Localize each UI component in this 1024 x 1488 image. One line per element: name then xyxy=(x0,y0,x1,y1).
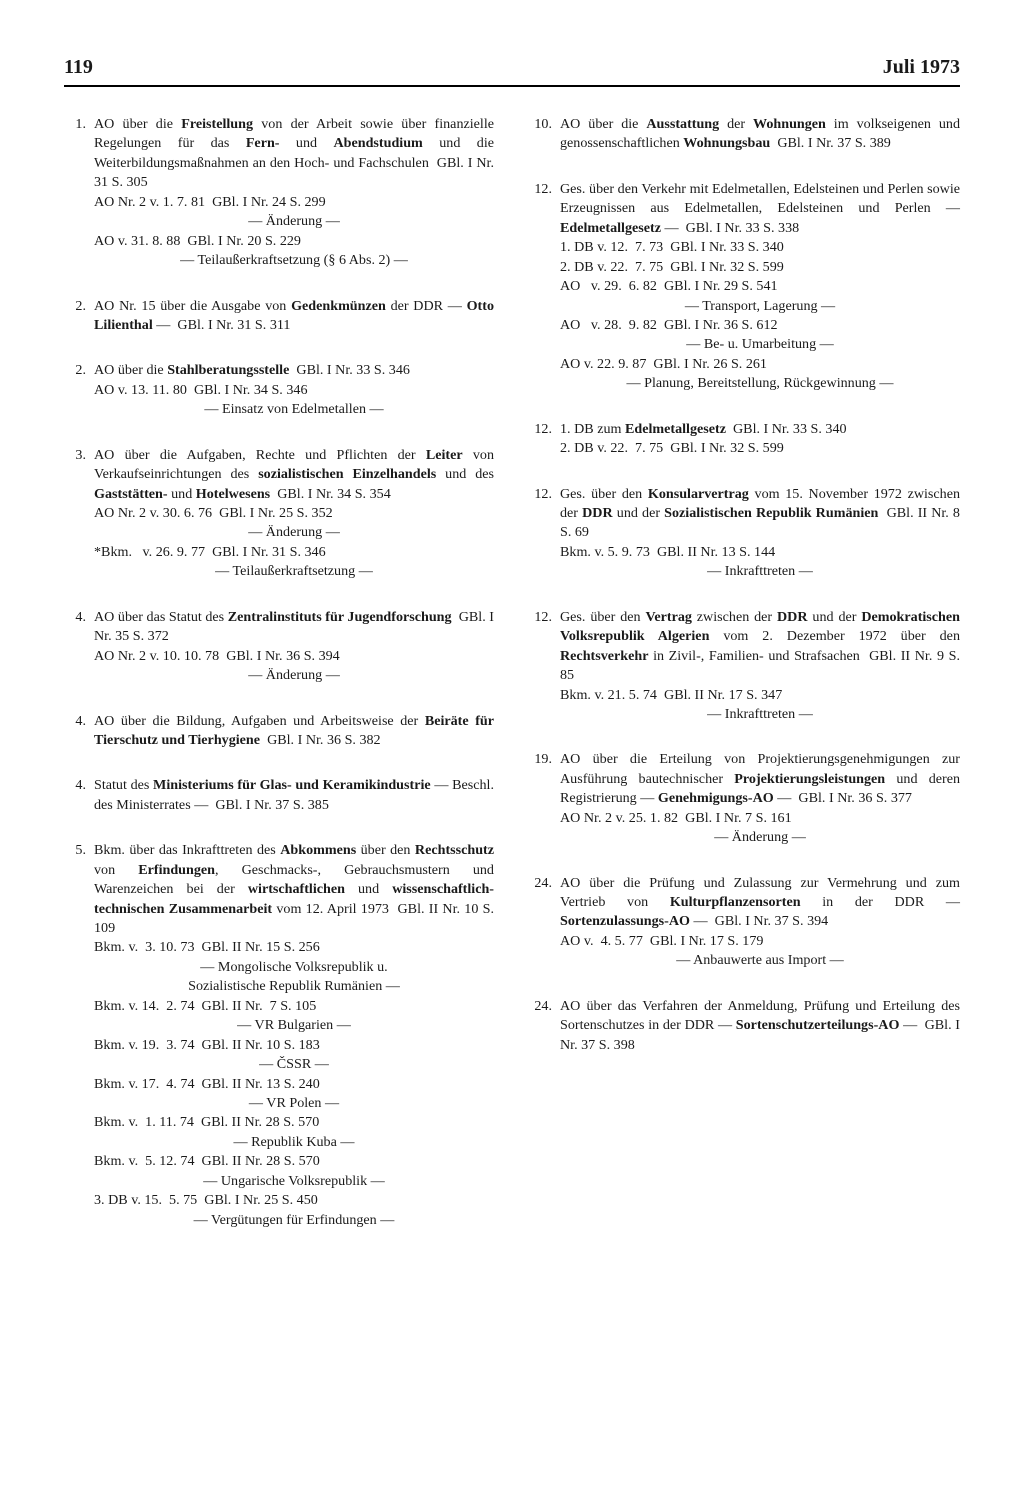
entry-body: AO über die Erteilung von Projektierungs… xyxy=(560,750,960,847)
entry-number: 24. xyxy=(530,997,560,1055)
legal-entry: 4.AO über das Statut des Zentralinstitut… xyxy=(64,608,494,686)
legal-entry: 19.AO über die Erteilung von Projektieru… xyxy=(530,750,960,847)
entry-body: AO über das Statut des Zentralinstituts … xyxy=(94,608,494,686)
entry-number: 12. xyxy=(530,180,560,394)
legal-entry: 5.Bkm. über das Inkrafttreten des Abkomm… xyxy=(64,841,494,1230)
page-number: 119 xyxy=(64,56,93,79)
entry-number: 12. xyxy=(530,608,560,725)
entry-number: 12. xyxy=(530,420,560,459)
legal-entry: 1.AO über die Freistellung von der Arbei… xyxy=(64,115,494,271)
entry-number: 4. xyxy=(64,608,94,686)
entry-body: 1. DB zum Edelmetallgesetz GBl. I Nr. 33… xyxy=(560,420,960,459)
legal-entry: 4.Statut des Ministeriums für Glas- und … xyxy=(64,776,494,815)
entry-body: Ges. über den Vertrag zwischen der DDR u… xyxy=(560,608,960,725)
legal-entry: 12.Ges. über den Konsularvertrag vom 15.… xyxy=(530,485,960,582)
legal-entry: 4.AO über die Bildung, Aufgaben und Arbe… xyxy=(64,712,494,751)
entry-body: Ges. über den Verkehr mit Edelmetallen, … xyxy=(560,180,960,394)
entry-body: AO über das Verfahren der Anmeldung, Prü… xyxy=(560,997,960,1055)
left-column: 1.AO über die Freistellung von der Arbei… xyxy=(64,115,494,1256)
page-header: 119 Juli 1973 xyxy=(64,56,960,87)
entry-number: 4. xyxy=(64,776,94,815)
legal-entry: 12.1. DB zum Edelmetallgesetz GBl. I Nr.… xyxy=(530,420,960,459)
entry-body: Bkm. über das Inkrafttreten des Abkommen… xyxy=(94,841,494,1230)
entry-number: 3. xyxy=(64,446,94,582)
legal-entry: 3.AO über die Aufgaben, Rechte und Pflic… xyxy=(64,446,494,582)
legal-entry: 24.AO über das Verfahren der Anmeldung, … xyxy=(530,997,960,1055)
legal-entry: 10.AO über die Ausstattung der Wohnungen… xyxy=(530,115,960,154)
entry-number: 2. xyxy=(64,297,94,336)
page-month: Juli 1973 xyxy=(883,56,960,79)
entry-body: AO über die Stahlberatungsstelle GBl. I … xyxy=(94,361,494,419)
entry-body: AO über die Freistellung von der Arbeit … xyxy=(94,115,494,271)
legal-entry: 24.AO über die Prüfung und Zulassung zur… xyxy=(530,874,960,971)
entry-body: AO über die Ausstattung der Wohnungen im… xyxy=(560,115,960,154)
legal-entry: 12.Ges. über den Vertrag zwischen der DD… xyxy=(530,608,960,725)
entry-body: AO über die Aufgaben, Rechte und Pflicht… xyxy=(94,446,494,582)
entry-number: 2. xyxy=(64,361,94,419)
legal-entry: 12.Ges. über den Verkehr mit Edelmetalle… xyxy=(530,180,960,394)
entry-number: 10. xyxy=(530,115,560,154)
entry-body: Ges. über den Konsularvertrag vom 15. No… xyxy=(560,485,960,582)
legal-entry: 2.AO über die Stahlberatungsstelle GBl. … xyxy=(64,361,494,419)
entry-body: AO Nr. 15 über die Ausgabe von Gedenkmün… xyxy=(94,297,494,336)
entry-number: 5. xyxy=(64,841,94,1230)
entry-body: AO über die Prüfung und Zulassung zur Ve… xyxy=(560,874,960,971)
right-column: 10.AO über die Ausstattung der Wohnungen… xyxy=(530,115,960,1256)
entry-body: Statut des Ministeriums für Glas- und Ke… xyxy=(94,776,494,815)
entry-body: AO über die Bildung, Aufgaben und Arbeit… xyxy=(94,712,494,751)
legal-entry: 2.AO Nr. 15 über die Ausgabe von Gedenkm… xyxy=(64,297,494,336)
entry-number: 24. xyxy=(530,874,560,971)
entry-number: 1. xyxy=(64,115,94,271)
entry-number: 4. xyxy=(64,712,94,751)
entry-number: 12. xyxy=(530,485,560,582)
entry-number: 19. xyxy=(530,750,560,847)
content-columns: 1.AO über die Freistellung von der Arbei… xyxy=(64,115,960,1256)
